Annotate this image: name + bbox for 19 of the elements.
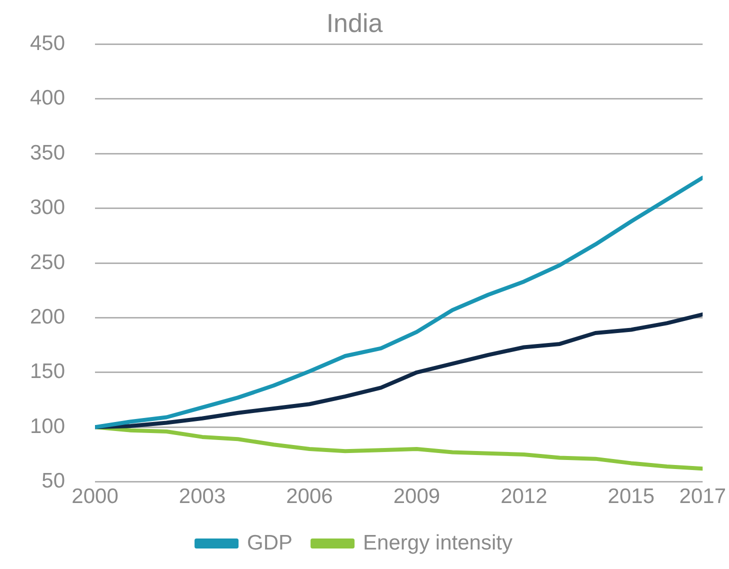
x-tick-label: 2000 — [72, 485, 118, 508]
y-tick-label: 300 — [30, 196, 66, 220]
y-tick-label: 150 — [30, 360, 66, 384]
chart-title: India — [326, 8, 384, 38]
x-tick-label: 2009 — [393, 485, 440, 508]
x-tick-label: 2003 — [178, 485, 226, 508]
y-tick-label: 200 — [30, 305, 66, 328]
x-tick-label: 2015 — [608, 485, 655, 508]
y-tick-label: 350 — [30, 141, 66, 164]
x-tick-label: 2017 — [679, 485, 726, 508]
y-tick-label: 50 — [42, 470, 66, 493]
legend-label: GDP — [247, 531, 293, 554]
y-tick-label: 100 — [30, 414, 66, 438]
legend-label: Energy intensity — [363, 531, 513, 554]
y-tick-label: 450 — [30, 32, 66, 55]
x-tick-label: 2006 — [286, 485, 333, 508]
y-tick-label: 400 — [30, 86, 66, 110]
y-tick-label: 250 — [30, 250, 66, 274]
x-tick-label: 2012 — [500, 485, 548, 508]
